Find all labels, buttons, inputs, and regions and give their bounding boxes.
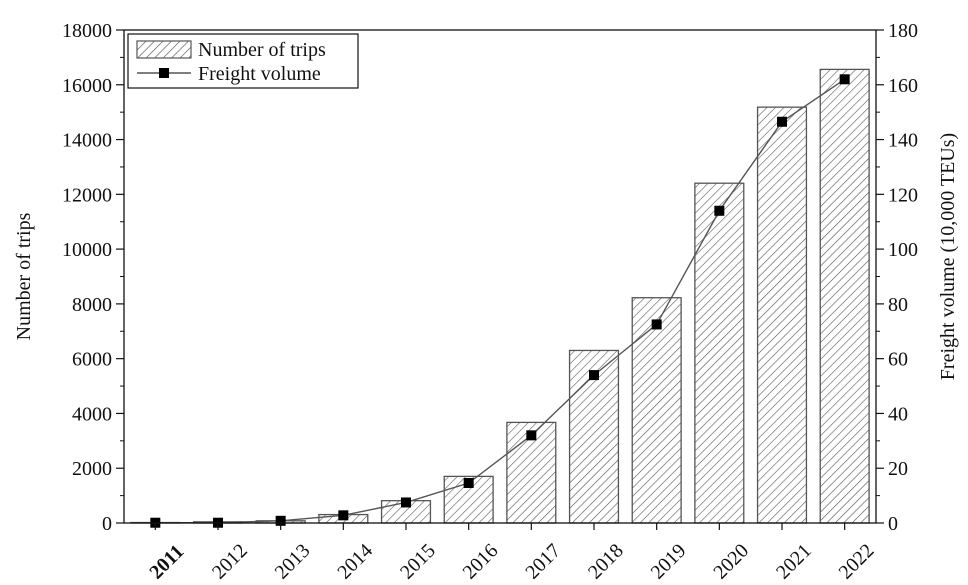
left-tick-label: 2000 — [72, 458, 112, 480]
left-tick-label: 12000 — [62, 184, 112, 206]
marker-2016 — [463, 478, 474, 489]
x-tick-label: 2021 — [772, 540, 816, 584]
marker-2019 — [651, 319, 662, 330]
line-layer — [150, 74, 850, 528]
x-tick-label: 2017 — [521, 540, 565, 584]
freight-volume-line — [155, 78, 846, 524]
x-tick-label: 2019 — [647, 540, 691, 584]
right-tick-label: 40 — [888, 403, 908, 425]
right-tick-label: 180 — [888, 20, 918, 42]
x-tick-label: 2012 — [208, 540, 252, 584]
right-tick-label: 140 — [888, 130, 918, 152]
legend-swatch-marker — [159, 68, 169, 78]
left-tick-label: 10000 — [62, 239, 112, 261]
left-tick-label: 18000 — [62, 20, 112, 42]
marker-2021 — [777, 116, 787, 127]
legend-swatch-bars — [136, 40, 192, 59]
x-tick-label: 2018 — [584, 540, 628, 584]
right-tick-label: 20 — [888, 458, 908, 480]
right-tick-label: 120 — [888, 184, 918, 206]
left-tick-label: 6000 — [72, 349, 112, 371]
x-tick-label: 2014 — [333, 540, 377, 584]
right-tick-label: 100 — [888, 239, 918, 261]
right-tick-label: 60 — [888, 349, 908, 371]
marker-2013 — [275, 515, 286, 526]
bar-2021 — [756, 106, 808, 524]
x-tick-label: 2022 — [835, 540, 879, 584]
right-tick-label: 80 — [888, 294, 908, 316]
y2-axis-title: Freight volume (10,000 TEUs) — [937, 133, 959, 380]
left-tick-label: 8000 — [72, 294, 112, 316]
y-axis-title: Number of trips — [13, 212, 35, 340]
bar-2020 — [694, 182, 745, 524]
bar-2022 — [819, 68, 870, 524]
marker-2022 — [839, 74, 850, 85]
left-tick-label: 4000 — [72, 403, 112, 425]
marker-2020 — [714, 205, 725, 216]
bar-2019 — [631, 297, 682, 524]
x-tick-label: 2020 — [709, 540, 753, 584]
right-tick-label: 160 — [888, 75, 918, 97]
x-tick-label: 2015 — [396, 540, 440, 584]
legend-label-trips: Number of trips — [198, 39, 326, 61]
bars-layer — [130, 68, 870, 524]
marker-2017 — [526, 430, 537, 441]
left-tick-label: 16000 — [62, 75, 112, 97]
marker-2014 — [338, 510, 349, 521]
legend-label-freight: Freight volume — [198, 63, 321, 85]
left-tick-label: 0 — [102, 513, 112, 535]
marker-2015 — [401, 497, 411, 508]
x-tick-label: 2013 — [271, 540, 315, 584]
left-tick-label: 14000 — [62, 130, 112, 152]
marker-2018 — [589, 370, 599, 381]
right-tick-label: 0 — [888, 513, 898, 535]
x-tick-label: 2011 — [145, 540, 188, 583]
x-tick-label: 2016 — [459, 540, 503, 584]
